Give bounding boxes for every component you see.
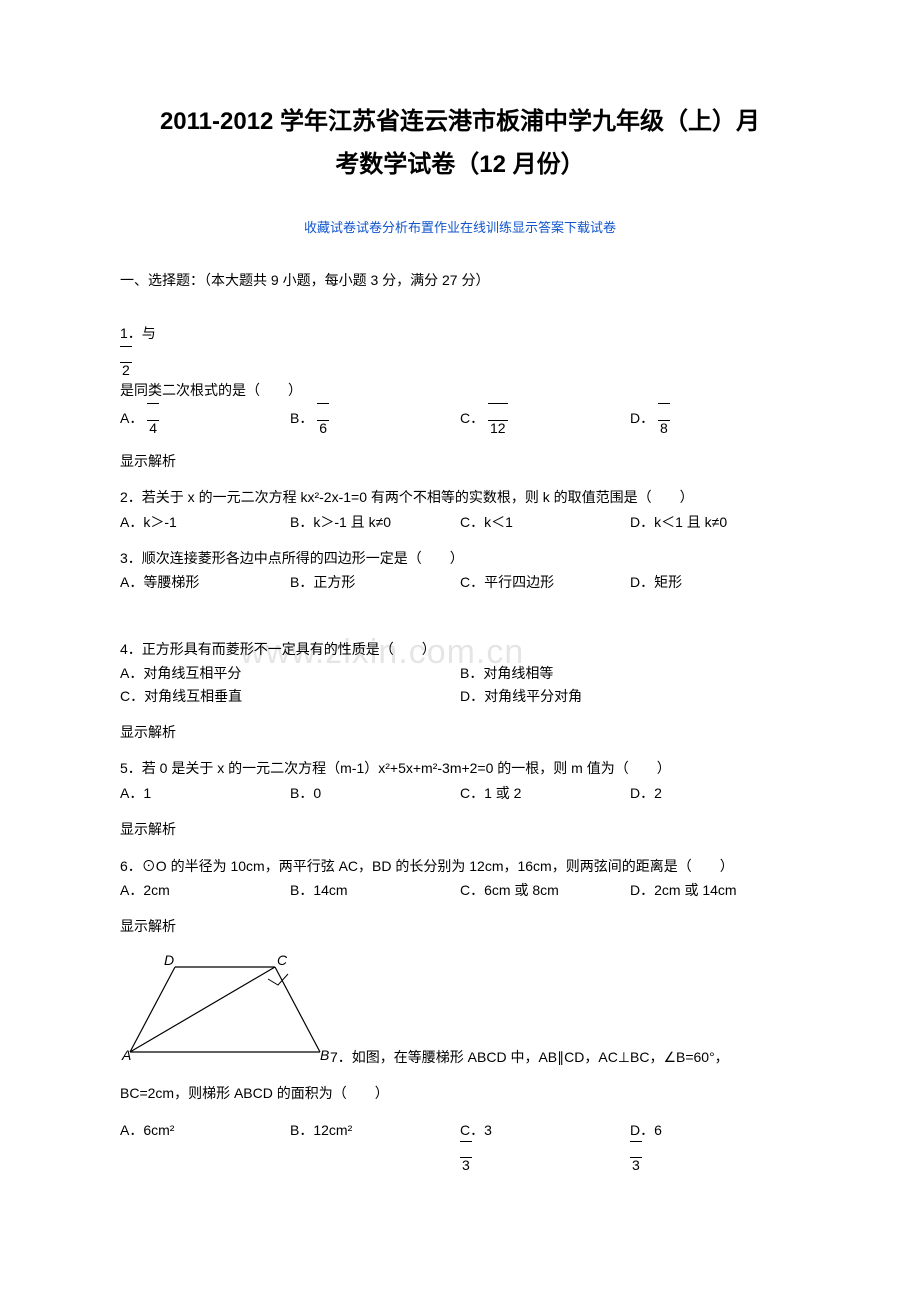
q4-choice-d[interactable]: D．对角线平分对角 <box>460 685 800 707</box>
q2-stem: 2．若关于 x 的一元二次方程 kx²-2x-1=0 有两个不相等的实数根，则 … <box>120 486 800 508</box>
toolbar-links: 收藏试卷试卷分析布置作业在线训练显示答案下载试卷 <box>120 216 800 239</box>
q7-choice-b[interactable]: B．12cm² <box>290 1119 460 1174</box>
q1-suffix: 是同类二次根式的是（ ） <box>120 379 800 401</box>
show-explain-q5[interactable]: 显示解析 <box>120 818 800 840</box>
q7-choice-d[interactable]: D．6 3 <box>630 1119 800 1174</box>
q5-stem: 5．若 0 是关于 x 的一元二次方程（m-1）x²+5x+m²-3m+2=0 … <box>120 757 800 779</box>
q1-prefix: 1．与 <box>120 325 156 341</box>
q2-choice-d[interactable]: D．k＜1 且 k≠0 <box>630 511 800 533</box>
question-1: 1．与 2 是同类二次根式的是（ ） A． 4 B． 6 C． 12 D． 8 <box>120 322 800 436</box>
q6-choice-b[interactable]: B．14cm <box>290 879 460 901</box>
q4-stem: 4．正方形具有而菱形不一定具有的性质是（ ） <box>120 638 800 660</box>
question-7: A B C D 7．如图，在等腰梯形 ABCD 中，AB∥CD，AC⊥BC，∠B… <box>120 952 800 1068</box>
q1-radical: 2 <box>120 346 132 379</box>
q2-choice-b[interactable]: B．k＞-1 且 k≠0 <box>290 511 460 533</box>
show-explain-q4[interactable]: 显示解析 <box>120 721 800 743</box>
q1-choices: A． 4 B． 6 C． 12 D． 8 <box>120 403 800 436</box>
links-text[interactable]: 收藏试卷试卷分析布置作业在线训练显示答案下载试卷 <box>304 220 616 235</box>
q5-choice-c[interactable]: C．1 或 2 <box>460 782 630 804</box>
label-C: C <box>277 952 288 968</box>
q3-choice-c[interactable]: C．平行四边形 <box>460 571 630 593</box>
q4-choice-b[interactable]: B．对角线相等 <box>460 662 800 684</box>
q3-choices: A．等腰梯形 B．正方形 C．平行四边形 D．矩形 <box>120 571 800 593</box>
show-explain-q1[interactable]: 显示解析 <box>120 450 800 472</box>
label-A: A <box>121 1047 131 1062</box>
q7-text-1: 7．如图，在等腰梯形 ABCD 中，AB∥CD，AC⊥BC，∠B=60°， <box>330 1049 729 1065</box>
question-6: 6．⊙O 的半径为 10cm，两平行弦 AC，BD 的长分别为 12cm，16c… <box>120 855 800 902</box>
q3-choice-d[interactable]: D．矩形 <box>630 571 800 593</box>
question-2: 2．若关于 x 的一元二次方程 kx²-2x-1=0 有两个不相等的实数根，则 … <box>120 486 800 533</box>
question-5: 5．若 0 是关于 x 的一元二次方程（m-1）x²+5x+m²-3m+2=0 … <box>120 757 800 804</box>
q7-choice-c[interactable]: C．3 3 <box>460 1119 630 1174</box>
q5-choices: A．1 B．0 C．1 或 2 D．2 <box>120 782 800 804</box>
q7-choices: A．6cm² B．12cm² C．3 3 D．6 3 <box>120 1119 800 1174</box>
question-3: 3．顺次连接菱形各边中点所得的四边形一定是（ ） A．等腰梯形 B．正方形 C．… <box>120 547 800 594</box>
q1-choice-b[interactable]: B． 6 <box>290 403 460 436</box>
q1-choice-c[interactable]: C． 12 <box>460 403 630 436</box>
q3-choice-b[interactable]: B．正方形 <box>290 571 460 593</box>
trapezoid-diagram-icon: A B C D <box>120 952 330 1068</box>
label-D: D <box>164 952 174 968</box>
q6-choice-a[interactable]: A．2cm <box>120 879 290 901</box>
q5-choice-b[interactable]: B．0 <box>290 782 460 804</box>
q6-choices: A．2cm B．14cm C．6cm 或 8cm D．2cm 或 14cm <box>120 879 800 901</box>
q4-choice-c[interactable]: C．对角线互相垂直 <box>120 685 460 707</box>
show-explain-q6[interactable]: 显示解析 <box>120 915 800 937</box>
q5-choice-a[interactable]: A．1 <box>120 782 290 804</box>
section-heading: 一、选择题：（本大题共 9 小题，每小题 3 分，满分 27 分） <box>120 269 800 291</box>
title-line-1: 2011-2012 学年江苏省连云港市板浦中学九年级（上）月 <box>120 100 800 143</box>
q4-choices-row1: A．对角线互相平分 B．对角线相等 <box>120 662 800 684</box>
q7-choice-a[interactable]: A．6cm² <box>120 1119 290 1174</box>
exam-title: 2011-2012 学年江苏省连云港市板浦中学九年级（上）月 考数学试卷（12 … <box>120 100 800 186</box>
q6-choice-c[interactable]: C．6cm 或 8cm <box>460 879 630 901</box>
label-B: B <box>320 1047 329 1062</box>
q1-choice-d[interactable]: D． 8 <box>630 403 800 436</box>
q6-stem: 6．⊙O 的半径为 10cm，两平行弦 AC，BD 的长分别为 12cm，16c… <box>120 855 800 877</box>
q4-choices-row2: C．对角线互相垂直 D．对角线平分对角 <box>120 685 800 707</box>
q3-stem: 3．顺次连接菱形各边中点所得的四边形一定是（ ） <box>120 547 800 569</box>
q3-choice-a[interactable]: A．等腰梯形 <box>120 571 290 593</box>
q5-choice-d[interactable]: D．2 <box>630 782 800 804</box>
q7-text-2: BC=2cm，则梯形 ABCD 的面积为（ ） <box>120 1082 800 1104</box>
title-line-2: 考数学试卷（12 月份） <box>120 143 800 186</box>
q2-choices: A．k＞-1 B．k＞-1 且 k≠0 C．k＜1 D．k＜1 且 k≠0 <box>120 511 800 533</box>
q6-choice-d[interactable]: D．2cm 或 14cm <box>630 879 800 901</box>
q1-choice-a[interactable]: A． 4 <box>120 403 290 436</box>
q4-choice-a[interactable]: A．对角线互相平分 <box>120 662 460 684</box>
q2-choice-c[interactable]: C．k＜1 <box>460 511 630 533</box>
question-4: 4．正方形具有而菱形不一定具有的性质是（ ） A．对角线互相平分 B．对角线相等… <box>120 638 800 707</box>
q1-stem: 1．与 <box>120 322 800 344</box>
q2-choice-a[interactable]: A．k＞-1 <box>120 511 290 533</box>
